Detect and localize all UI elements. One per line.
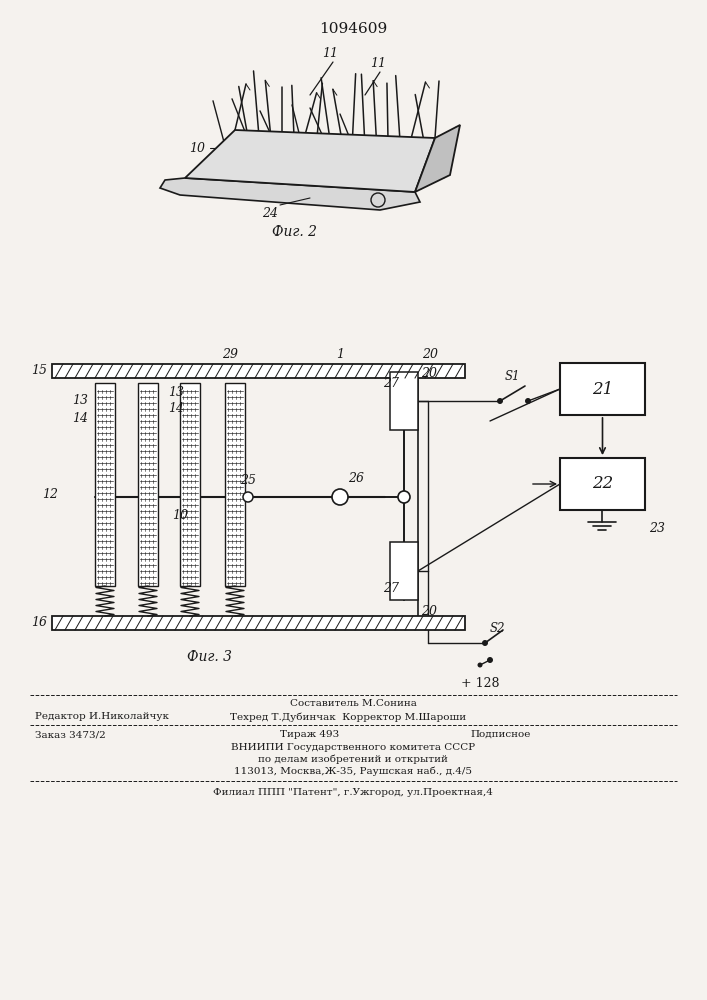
Bar [390,372,418,430]
Text: Фиг. 2: Фиг. 2 [272,225,317,239]
Text: 20: 20 [422,348,438,361]
Text: 10: 10 [189,141,205,154]
Text: Составитель М.Сонина: Составитель М.Сонина [290,699,416,708]
Text: + 128: + 128 [461,677,499,690]
Text: по делам изобретений и открытий: по делам изобретений и открытий [258,755,448,764]
Text: 27: 27 [383,582,399,595]
Text: 15: 15 [31,364,47,377]
Circle shape [482,640,488,646]
Bar [390,542,418,600]
Polygon shape [415,125,460,192]
Bar [52,616,465,630]
Text: 1094609: 1094609 [319,22,387,36]
Bar [95,383,115,586]
Bar [560,458,645,510]
Text: 12: 12 [42,488,58,502]
Bar [560,363,645,415]
Text: S1: S1 [504,370,520,383]
Text: 13: 13 [168,385,184,398]
Bar [138,383,158,586]
Text: 11: 11 [322,47,338,60]
Text: Тираж 493: Тираж 493 [280,730,339,739]
Text: 14: 14 [72,412,88,424]
Polygon shape [160,178,420,210]
Text: Фиг. 3: Фиг. 3 [187,650,233,664]
Text: Техред Т.Дубинчак  Корректор М.Шароши: Техред Т.Дубинчак Корректор М.Шароши [230,712,466,722]
Text: 25: 25 [240,474,256,487]
Bar [180,383,200,586]
Text: S2: S2 [490,622,506,635]
Bar [52,364,465,378]
Circle shape [398,491,410,503]
Text: 113013, Москва,Ж-35, Раушская наб., д.4/5: 113013, Москва,Ж-35, Раушская наб., д.4/… [234,767,472,776]
Circle shape [371,193,385,207]
Circle shape [477,662,482,668]
Text: Заказ 3473/2: Заказ 3473/2 [35,730,106,739]
Text: 20: 20 [421,605,437,618]
Circle shape [243,492,253,502]
Text: 11: 11 [370,57,386,70]
Polygon shape [185,130,435,192]
Text: 21: 21 [592,380,613,397]
Text: 13: 13 [72,393,88,406]
Text: 1: 1 [336,348,344,361]
Circle shape [487,657,493,663]
Text: Филиал ППП "Патент", г.Ужгород, ул.Проектная,4: Филиал ППП "Патент", г.Ужгород, ул.Проек… [213,788,493,797]
Text: 16: 16 [31,616,47,630]
Text: Подписное: Подписное [470,730,530,739]
Text: 27: 27 [383,377,399,390]
Bar [225,383,245,586]
Text: Редактор И.Николайчук: Редактор И.Николайчук [35,712,169,721]
Text: 22: 22 [592,476,613,492]
Text: 14: 14 [168,401,184,414]
Text: ВНИИПИ Государственного комитета СССР: ВНИИПИ Государственного комитета СССР [231,743,475,752]
Text: 20: 20 [421,367,437,380]
Text: 23: 23 [649,522,665,534]
Circle shape [497,398,503,404]
Text: 26: 26 [348,472,364,485]
Text: 24: 24 [262,207,278,220]
Text: 29: 29 [222,348,238,361]
Circle shape [525,398,531,404]
Circle shape [332,489,348,505]
Text: 10: 10 [172,509,188,522]
